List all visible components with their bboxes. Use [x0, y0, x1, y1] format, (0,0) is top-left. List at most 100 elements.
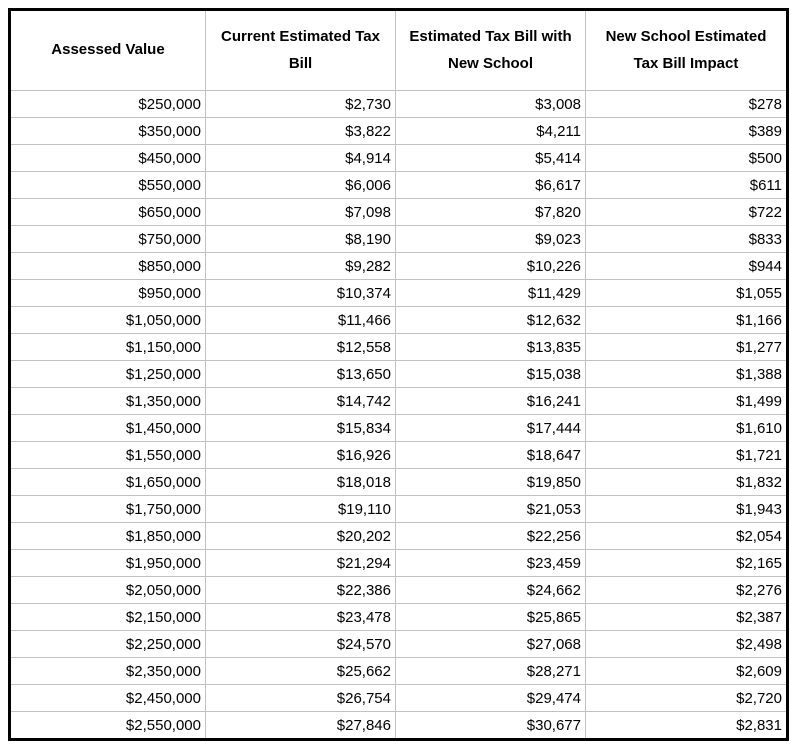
cell-new-school-estimated-tax-bill-impact[interactable]: $2,276 [585, 576, 788, 604]
cell-assessed-value[interactable]: $1,950,000 [9, 549, 206, 577]
cell-estimated-tax-bill-with-new-school[interactable]: $25,865 [395, 603, 586, 631]
cell-estimated-tax-bill-with-new-school[interactable]: $28,271 [395, 657, 586, 685]
cell-new-school-estimated-tax-bill-impact[interactable]: $1,499 [585, 387, 788, 415]
cell-assessed-value[interactable]: $2,350,000 [9, 657, 206, 685]
cell-current-estimated-tax-bill[interactable]: $27,846 [205, 711, 396, 740]
cell-current-estimated-tax-bill[interactable]: $11,466 [205, 306, 396, 334]
cell-current-estimated-tax-bill[interactable]: $23,478 [205, 603, 396, 631]
cell-estimated-tax-bill-with-new-school[interactable]: $12,632 [395, 306, 586, 334]
cell-current-estimated-tax-bill[interactable]: $6,006 [205, 171, 396, 199]
cell-assessed-value[interactable]: $750,000 [9, 225, 206, 253]
cell-estimated-tax-bill-with-new-school[interactable]: $6,617 [395, 171, 586, 199]
cell-estimated-tax-bill-with-new-school[interactable]: $21,053 [395, 495, 586, 523]
cell-new-school-estimated-tax-bill-impact[interactable]: $2,054 [585, 522, 788, 550]
cell-assessed-value[interactable]: $650,000 [9, 198, 206, 226]
cell-estimated-tax-bill-with-new-school[interactable]: $10,226 [395, 252, 586, 280]
cell-assessed-value[interactable]: $1,450,000 [9, 414, 206, 442]
cell-current-estimated-tax-bill[interactable]: $16,926 [205, 441, 396, 469]
cell-assessed-value[interactable]: $950,000 [9, 279, 206, 307]
cell-estimated-tax-bill-with-new-school[interactable]: $5,414 [395, 144, 586, 172]
cell-new-school-estimated-tax-bill-impact[interactable]: $944 [585, 252, 788, 280]
cell-current-estimated-tax-bill[interactable]: $24,570 [205, 630, 396, 658]
cell-new-school-estimated-tax-bill-impact[interactable]: $2,387 [585, 603, 788, 631]
cell-new-school-estimated-tax-bill-impact[interactable]: $1,832 [585, 468, 788, 496]
cell-estimated-tax-bill-with-new-school[interactable]: $3,008 [395, 90, 586, 118]
cell-estimated-tax-bill-with-new-school[interactable]: $18,647 [395, 441, 586, 469]
cell-assessed-value[interactable]: $1,150,000 [9, 333, 206, 361]
cell-current-estimated-tax-bill[interactable]: $14,742 [205, 387, 396, 415]
cell-estimated-tax-bill-with-new-school[interactable]: $17,444 [395, 414, 586, 442]
cell-new-school-estimated-tax-bill-impact[interactable]: $2,165 [585, 549, 788, 577]
cell-current-estimated-tax-bill[interactable]: $9,282 [205, 252, 396, 280]
cell-current-estimated-tax-bill[interactable]: $20,202 [205, 522, 396, 550]
cell-new-school-estimated-tax-bill-impact[interactable]: $2,609 [585, 657, 788, 685]
cell-assessed-value[interactable]: $1,850,000 [9, 522, 206, 550]
cell-current-estimated-tax-bill[interactable]: $8,190 [205, 225, 396, 253]
column-header-new-school-estimated-tax-bill-impact[interactable]: New School Estimated Tax Bill Impact [585, 9, 788, 91]
cell-assessed-value[interactable]: $1,650,000 [9, 468, 206, 496]
cell-new-school-estimated-tax-bill-impact[interactable]: $389 [585, 117, 788, 145]
cell-assessed-value[interactable]: $450,000 [9, 144, 206, 172]
cell-assessed-value[interactable]: $550,000 [9, 171, 206, 199]
cell-estimated-tax-bill-with-new-school[interactable]: $13,835 [395, 333, 586, 361]
cell-current-estimated-tax-bill[interactable]: $25,662 [205, 657, 396, 685]
cell-new-school-estimated-tax-bill-impact[interactable]: $1,388 [585, 360, 788, 388]
cell-new-school-estimated-tax-bill-impact[interactable]: $611 [585, 171, 788, 199]
cell-new-school-estimated-tax-bill-impact[interactable]: $1,943 [585, 495, 788, 523]
cell-estimated-tax-bill-with-new-school[interactable]: $11,429 [395, 279, 586, 307]
cell-new-school-estimated-tax-bill-impact[interactable]: $500 [585, 144, 788, 172]
cell-estimated-tax-bill-with-new-school[interactable]: $7,820 [395, 198, 586, 226]
cell-estimated-tax-bill-with-new-school[interactable]: $9,023 [395, 225, 586, 253]
cell-new-school-estimated-tax-bill-impact[interactable]: $833 [585, 225, 788, 253]
cell-new-school-estimated-tax-bill-impact[interactable]: $278 [585, 90, 788, 118]
cell-current-estimated-tax-bill[interactable]: $2,730 [205, 90, 396, 118]
cell-estimated-tax-bill-with-new-school[interactable]: $27,068 [395, 630, 586, 658]
cell-current-estimated-tax-bill[interactable]: $15,834 [205, 414, 396, 442]
cell-assessed-value[interactable]: $2,050,000 [9, 576, 206, 604]
cell-estimated-tax-bill-with-new-school[interactable]: $15,038 [395, 360, 586, 388]
cell-new-school-estimated-tax-bill-impact[interactable]: $2,831 [585, 711, 788, 740]
cell-estimated-tax-bill-with-new-school[interactable]: $29,474 [395, 684, 586, 712]
cell-new-school-estimated-tax-bill-impact[interactable]: $2,498 [585, 630, 788, 658]
column-header-assessed-value[interactable]: Assessed Value [9, 9, 206, 91]
cell-new-school-estimated-tax-bill-impact[interactable]: $1,055 [585, 279, 788, 307]
cell-new-school-estimated-tax-bill-impact[interactable]: $722 [585, 198, 788, 226]
cell-new-school-estimated-tax-bill-impact[interactable]: $1,721 [585, 441, 788, 469]
cell-new-school-estimated-tax-bill-impact[interactable]: $2,720 [585, 684, 788, 712]
cell-assessed-value[interactable]: $2,450,000 [9, 684, 206, 712]
cell-current-estimated-tax-bill[interactable]: $21,294 [205, 549, 396, 577]
cell-assessed-value[interactable]: $850,000 [9, 252, 206, 280]
cell-estimated-tax-bill-with-new-school[interactable]: $22,256 [395, 522, 586, 550]
cell-current-estimated-tax-bill[interactable]: $18,018 [205, 468, 396, 496]
cell-new-school-estimated-tax-bill-impact[interactable]: $1,277 [585, 333, 788, 361]
cell-estimated-tax-bill-with-new-school[interactable]: $19,850 [395, 468, 586, 496]
cell-assessed-value[interactable]: $1,050,000 [9, 306, 206, 334]
cell-current-estimated-tax-bill[interactable]: $10,374 [205, 279, 396, 307]
cell-estimated-tax-bill-with-new-school[interactable]: $24,662 [395, 576, 586, 604]
cell-current-estimated-tax-bill[interactable]: $13,650 [205, 360, 396, 388]
cell-current-estimated-tax-bill[interactable]: $3,822 [205, 117, 396, 145]
cell-estimated-tax-bill-with-new-school[interactable]: $23,459 [395, 549, 586, 577]
cell-current-estimated-tax-bill[interactable]: $4,914 [205, 144, 396, 172]
cell-new-school-estimated-tax-bill-impact[interactable]: $1,610 [585, 414, 788, 442]
cell-estimated-tax-bill-with-new-school[interactable]: $30,677 [395, 711, 586, 740]
cell-estimated-tax-bill-with-new-school[interactable]: $16,241 [395, 387, 586, 415]
column-header-current-estimated-tax-bill[interactable]: Current Estimated Tax Bill [205, 9, 396, 91]
cell-assessed-value[interactable]: $1,550,000 [9, 441, 206, 469]
cell-assessed-value[interactable]: $1,250,000 [9, 360, 206, 388]
cell-estimated-tax-bill-with-new-school[interactable]: $4,211 [395, 117, 586, 145]
cell-assessed-value[interactable]: $250,000 [9, 90, 206, 118]
cell-assessed-value[interactable]: $350,000 [9, 117, 206, 145]
cell-current-estimated-tax-bill[interactable]: $12,558 [205, 333, 396, 361]
cell-assessed-value[interactable]: $1,750,000 [9, 495, 206, 523]
cell-new-school-estimated-tax-bill-impact[interactable]: $1,166 [585, 306, 788, 334]
cell-current-estimated-tax-bill[interactable]: $26,754 [205, 684, 396, 712]
cell-assessed-value[interactable]: $2,250,000 [9, 630, 206, 658]
cell-current-estimated-tax-bill[interactable]: $22,386 [205, 576, 396, 604]
cell-assessed-value[interactable]: $1,350,000 [9, 387, 206, 415]
cell-current-estimated-tax-bill[interactable]: $19,110 [205, 495, 396, 523]
cell-assessed-value[interactable]: $2,150,000 [9, 603, 206, 631]
cell-current-estimated-tax-bill[interactable]: $7,098 [205, 198, 396, 226]
cell-assessed-value[interactable]: $2,550,000 [9, 711, 206, 740]
column-header-estimated-tax-bill-with-new-school[interactable]: Estimated Tax Bill with New School [395, 9, 586, 91]
